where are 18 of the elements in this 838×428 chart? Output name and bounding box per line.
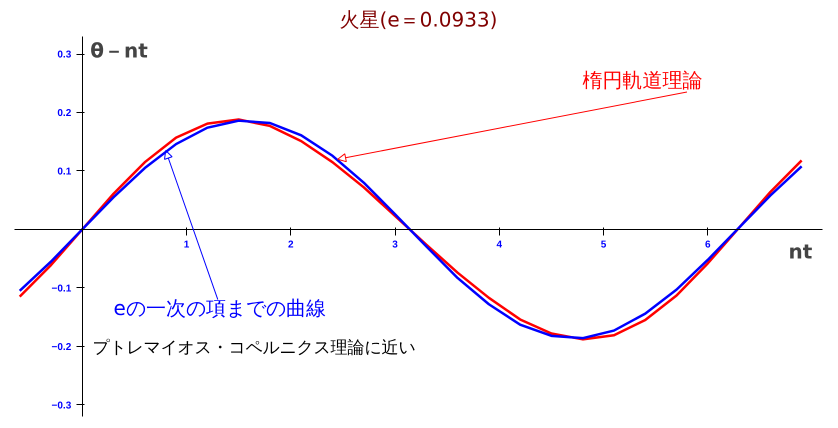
annotation: eの一次の項までの曲線 (114, 296, 326, 320)
x-tick-label: 1 (184, 239, 190, 250)
x-tick-label: 2 (288, 239, 294, 250)
chart-title: 火星(e＝0.0933) (340, 8, 498, 32)
annotation: 楕円軌道理論 (582, 68, 703, 92)
x-tick-label: 6 (705, 239, 712, 250)
x-tick-label: 5 (600, 239, 607, 250)
y-axis-title: θ－nt (90, 38, 148, 62)
y-tick-label: 0.2 (57, 108, 72, 119)
y-tick-label: 0.3 (57, 50, 72, 61)
x-tick-label: 4 (496, 239, 503, 250)
annotation: プトレマイオス・コペルニクス理論に近い (92, 338, 416, 358)
y-tick-label: −0.1 (52, 283, 72, 294)
y-tick-label: −0.2 (52, 342, 72, 353)
x-axis-title: nt (788, 239, 813, 264)
y-tick-label: −0.3 (52, 400, 72, 412)
y-tick-label: 0.1 (57, 166, 72, 178)
x-tick-label: 3 (392, 239, 398, 250)
